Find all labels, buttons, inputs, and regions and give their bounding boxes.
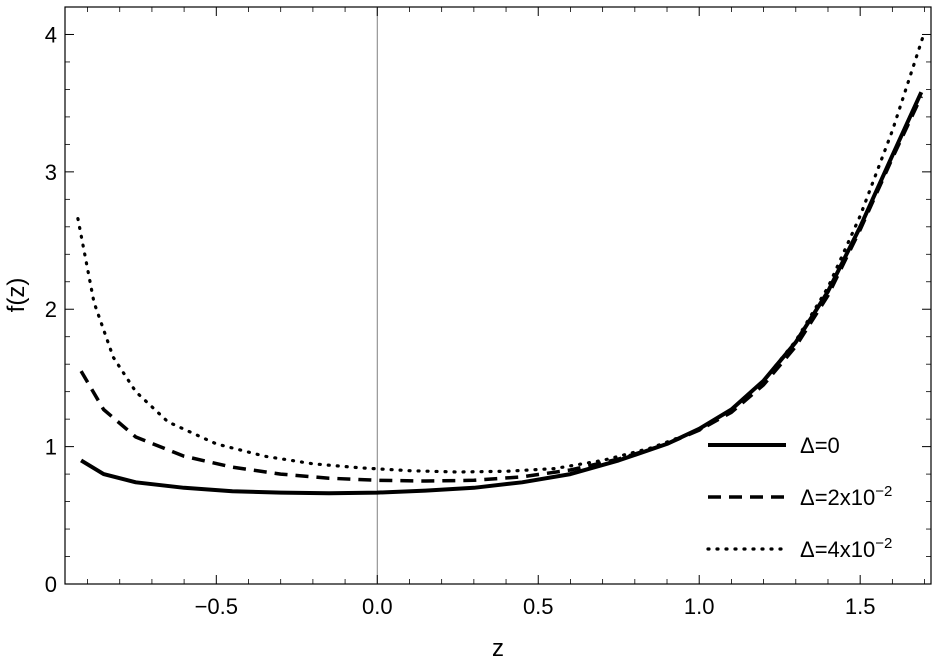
y-tick-label: 2: [45, 297, 57, 322]
x-tick-label: −0.5: [195, 594, 238, 619]
x-tick-label: 0.5: [523, 594, 554, 619]
y-tick-label: 0: [45, 572, 57, 597]
legend-label-main: Δ=2x10: [800, 485, 875, 510]
legend-label-2: Δ=2x10−2: [800, 483, 892, 510]
series-line-1: [80, 91, 924, 496]
legend-label-exponent: −2: [875, 483, 892, 500]
legend-label-3: Δ=4x10−2: [800, 535, 892, 562]
x-tick-label: 0.0: [362, 594, 393, 619]
legend-label-1: Δ=0: [800, 433, 840, 458]
legend-label-main: Δ=0: [800, 433, 840, 458]
series-line-3: [76, 30, 927, 474]
y-tick-label: 3: [45, 160, 57, 185]
legend-label-main: Δ=4x10: [800, 537, 875, 562]
plot-frame: [64, 6, 932, 585]
y-tick-label: 1: [45, 435, 57, 460]
x-tick-label: 1.5: [845, 594, 876, 619]
legend-label-exponent: −2: [875, 535, 892, 552]
series-line-2: [79, 95, 923, 483]
x-tick-label: 1.0: [684, 594, 715, 619]
axis-ticks: [65, 6, 931, 585]
y-tick-label: 4: [45, 22, 57, 47]
series-group: [76, 30, 927, 496]
axis-tick-labels: −0.5 0.0 0.5 1.0 1.5 0 1 2 3 4: [45, 22, 876, 619]
x-axis-label: z: [492, 635, 504, 660]
y-axis-label: f(z): [3, 278, 30, 313]
legend: Δ=0Δ=2x10−2Δ=4x10−2: [706, 433, 892, 562]
